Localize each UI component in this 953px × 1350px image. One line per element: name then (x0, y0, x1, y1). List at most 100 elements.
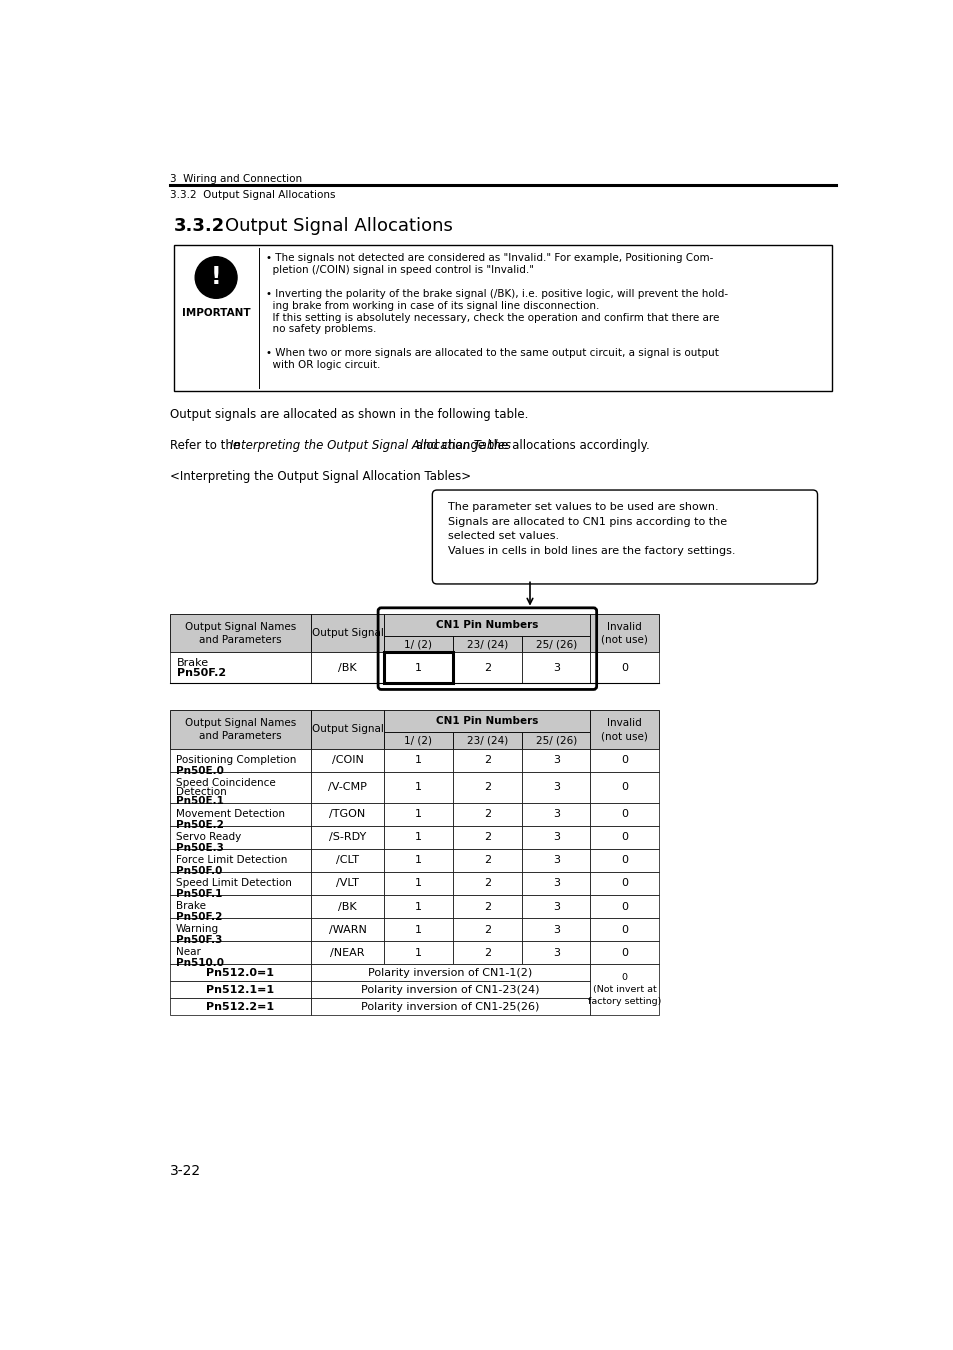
Text: Pn512.0=1: Pn512.0=1 (206, 968, 274, 977)
Text: 0: 0 (620, 948, 627, 957)
Bar (311, 941, 384, 964)
Bar (452, 849, 521, 872)
Text: CN1 Pin Numbers: CN1 Pin Numbers (436, 716, 538, 726)
Text: /VLT: /VLT (335, 879, 358, 888)
Bar (311, 749, 384, 772)
Text: 23/ (24): 23/ (24) (466, 736, 507, 745)
Text: 3: 3 (553, 663, 559, 672)
Bar (384, 918, 452, 941)
Text: • When two or more signals are allocated to the same output circuit, a signal is: • When two or more signals are allocated… (266, 348, 719, 358)
Text: Warning: Warning (175, 925, 219, 934)
Text: Polarity inversion of CN1-23(24): Polarity inversion of CN1-23(24) (361, 984, 539, 995)
Bar (521, 895, 590, 918)
Text: 2: 2 (483, 948, 491, 957)
Bar (170, 849, 311, 872)
Text: 2: 2 (483, 663, 491, 672)
Text: 1: 1 (415, 902, 421, 911)
Text: Pn50F.2: Pn50F.2 (175, 913, 222, 922)
Text: Pn512.2=1: Pn512.2=1 (206, 1002, 274, 1011)
Bar (452, 636, 521, 652)
Text: Pn510.0: Pn510.0 (175, 958, 224, 968)
Text: • The signals not detected are considered as "Invalid." For example, Positioning: • The signals not detected are considere… (266, 252, 713, 263)
Bar (384, 941, 452, 964)
Text: 0: 0 (620, 879, 627, 888)
Text: 2: 2 (483, 782, 491, 792)
Text: 3: 3 (553, 925, 559, 934)
Text: 1: 1 (415, 925, 421, 934)
Text: Output signals are allocated as shown in the following table.: Output signals are allocated as shown in… (170, 409, 527, 421)
Text: 3-22: 3-22 (170, 1165, 200, 1179)
Text: 3: 3 (553, 782, 559, 792)
Text: Servo Ready: Servo Ready (175, 832, 241, 842)
Text: 23/ (24): 23/ (24) (466, 639, 507, 649)
Bar (311, 614, 384, 652)
Text: IMPORTANT: IMPORTANT (182, 308, 251, 319)
Text: 1/ (2): 1/ (2) (404, 736, 432, 745)
Circle shape (195, 256, 236, 298)
Text: If this setting is absolutely necessary, check the operation and confirm that th: If this setting is absolutely necessary,… (266, 313, 720, 323)
Text: 3: 3 (553, 948, 559, 957)
Bar (521, 826, 590, 849)
Bar (170, 998, 311, 1015)
Bar (590, 652, 658, 683)
Bar (170, 826, 311, 849)
Text: Pn50E.0: Pn50E.0 (175, 765, 223, 776)
Bar (384, 710, 590, 732)
Text: Pn50E.2: Pn50E.2 (175, 819, 223, 830)
Text: no safety problems.: no safety problems. (266, 324, 376, 335)
Bar (590, 826, 658, 849)
Text: 0
(Not invert at
factory setting): 0 (Not invert at factory setting) (587, 973, 660, 1006)
Bar (311, 895, 384, 918)
Bar (311, 998, 590, 1015)
Text: 0: 0 (620, 782, 627, 792)
Text: 0: 0 (620, 925, 627, 934)
Text: CN1 Pin Numbers: CN1 Pin Numbers (436, 620, 538, 629)
Bar (452, 941, 521, 964)
Text: 2: 2 (483, 902, 491, 911)
Text: pletion (/COIN) signal in speed control is "Invalid.": pletion (/COIN) signal in speed control … (266, 265, 534, 275)
Bar (521, 803, 590, 826)
Text: /WARN: /WARN (328, 925, 366, 934)
Text: 2: 2 (483, 833, 491, 842)
Text: Pn50F.2: Pn50F.2 (177, 668, 226, 678)
Bar (170, 981, 311, 998)
Text: /V-CMP: /V-CMP (328, 782, 367, 792)
Bar (590, 918, 658, 941)
Text: 1: 1 (415, 755, 421, 765)
Text: 2: 2 (483, 809, 491, 819)
Bar (311, 826, 384, 849)
Bar (590, 710, 658, 749)
Bar (170, 710, 311, 749)
Text: /BK: /BK (337, 902, 356, 911)
Text: Pn50F.3: Pn50F.3 (175, 936, 222, 945)
Text: Speed Coincidence: Speed Coincidence (175, 778, 275, 788)
Text: Pn50F.1: Pn50F.1 (175, 888, 222, 899)
Bar (521, 652, 590, 683)
Bar (590, 895, 658, 918)
Text: and change the allocations accordingly.: and change the allocations accordingly. (412, 439, 649, 452)
Text: /COIN: /COIN (332, 755, 363, 765)
Text: 0: 0 (620, 902, 627, 911)
Text: 1/ (2): 1/ (2) (404, 639, 432, 649)
Text: Output Signal: Output Signal (312, 725, 383, 734)
Text: /BK: /BK (337, 663, 356, 672)
Bar (521, 872, 590, 895)
Bar (384, 826, 452, 849)
Bar (170, 964, 311, 981)
Bar (170, 772, 311, 803)
Bar (384, 652, 452, 683)
Text: Invalid
(not use): Invalid (not use) (600, 621, 647, 645)
Bar (384, 772, 452, 803)
Text: 0: 0 (620, 663, 627, 672)
Bar (452, 749, 521, 772)
Text: 2: 2 (483, 755, 491, 765)
Text: Speed Limit Detection: Speed Limit Detection (175, 878, 292, 888)
Text: Polarity inversion of CN1-1(2): Polarity inversion of CN1-1(2) (368, 968, 532, 977)
Text: Movement Detection: Movement Detection (175, 809, 285, 819)
Text: Interpreting the Output Signal Allocation Tables: Interpreting the Output Signal Allocatio… (230, 439, 511, 452)
Text: 0: 0 (620, 833, 627, 842)
Bar (521, 941, 590, 964)
Text: /NEAR: /NEAR (330, 948, 364, 957)
Text: 1: 1 (415, 782, 421, 792)
Bar (311, 872, 384, 895)
